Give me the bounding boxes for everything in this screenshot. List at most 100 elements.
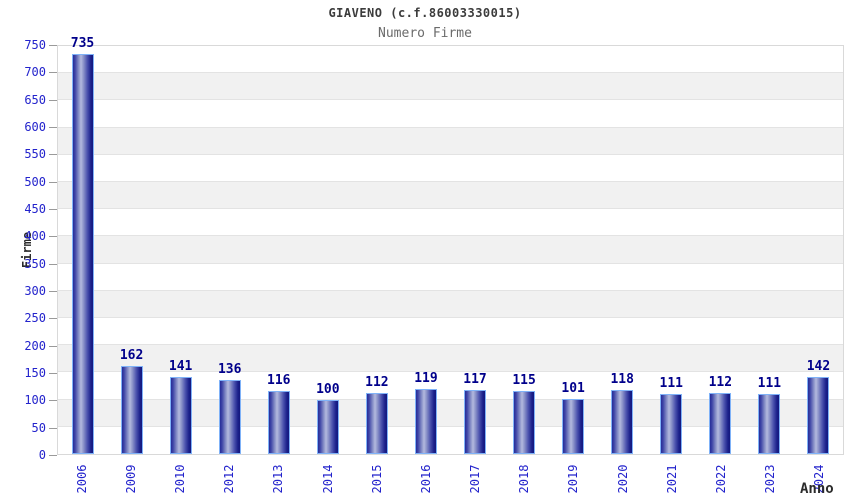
- x-tick-label: 2017: [468, 464, 483, 494]
- bar-value-label: 101: [561, 381, 585, 397]
- y-tick-mark: [49, 127, 57, 128]
- gridline: [58, 262, 843, 264]
- y-tick-label: 550: [24, 147, 46, 162]
- gridline: [58, 208, 843, 210]
- y-tick-label: 750: [24, 38, 46, 52]
- bar-2015: [365, 393, 388, 454]
- plot-area: 735 162 141 136 116 100 112 119 117 115 101 118 111 1…: [57, 36, 844, 455]
- y-tick-label: 400: [24, 229, 46, 244]
- y-tick-label: 700: [24, 65, 46, 80]
- bar-value-label: 116: [267, 372, 291, 388]
- x-tick-label: 2018: [517, 464, 532, 494]
- bar-2012: [218, 380, 241, 454]
- y-tick-label: 100: [24, 393, 46, 408]
- x-tick-label: 2023: [763, 464, 778, 494]
- bar-2020: [611, 389, 634, 454]
- bar-2017: [464, 390, 487, 454]
- y-tick-mark: [49, 455, 57, 456]
- y-tick-mark: [49, 209, 57, 210]
- y-tick-mark: [49, 72, 57, 74]
- y-tick-label: 350: [24, 256, 46, 271]
- bar-2023: [758, 393, 781, 454]
- bar-2009: [120, 365, 143, 454]
- y-tick-label: 0: [38, 448, 46, 462]
- chart-title: GIAVENO (c.f.86003330015): [328, 6, 522, 20]
- y-tick-label: 650: [24, 92, 46, 107]
- x-tick-label: 2014: [320, 464, 335, 494]
- y-tick-mark: [49, 373, 57, 374]
- x-tick-label: 2010: [172, 464, 187, 494]
- bar-2019: [562, 399, 585, 454]
- y-tick-mark: [49, 318, 57, 320]
- bar-value-label: 112: [365, 375, 389, 391]
- y-tick-mark: [49, 181, 57, 183]
- x-tick-label: 2009: [123, 464, 138, 494]
- plot-band: [58, 182, 843, 210]
- chart-subtitle: Numero Firme: [378, 26, 472, 41]
- bar-value-label: 111: [659, 375, 684, 391]
- gridline: [58, 126, 843, 128]
- plot-band: [58, 290, 843, 319]
- y-tick-label: 500: [24, 174, 46, 189]
- bar-2013: [267, 390, 290, 454]
- bar-value-label: 162: [119, 347, 144, 363]
- plot-band: [58, 46, 843, 74]
- y-tick-mark: [49, 291, 57, 292]
- x-tick-label: 2022: [714, 464, 729, 494]
- plot-band: [58, 209, 843, 237]
- bar-value-label: 118: [610, 371, 634, 387]
- bar-2018: [513, 391, 536, 454]
- y-tick-label: 300: [24, 284, 46, 298]
- bar-value-label: 119: [414, 371, 438, 387]
- bar-value-label: 111: [757, 375, 782, 391]
- y-tick-mark: [49, 45, 57, 46]
- x-tick-label: 2015: [369, 464, 384, 494]
- bar-value-label: 142: [806, 358, 831, 374]
- plot-band: [58, 73, 843, 101]
- gridline: [58, 317, 843, 319]
- y-tick-mark: [49, 236, 57, 238]
- gridline: [58, 181, 843, 183]
- bar-2024: [807, 376, 830, 454]
- bar-value-label: 112: [708, 375, 733, 391]
- bar-2016: [414, 389, 437, 454]
- gridline: [58, 153, 843, 155]
- bar-value-label: 115: [512, 373, 536, 389]
- x-tick-label: 2021: [664, 464, 679, 494]
- plot-band: [58, 318, 843, 346]
- x-tick-label: 2020: [615, 464, 630, 494]
- x-tick-label: 2006: [74, 464, 89, 494]
- plot-band: [58, 236, 843, 264]
- y-tick-label: 200: [24, 338, 46, 353]
- x-tick-label: 2013: [271, 464, 286, 494]
- bar-value-label: 117: [463, 372, 487, 388]
- bar-2010: [169, 377, 192, 454]
- bar-2022: [709, 393, 732, 454]
- gridline: [58, 235, 843, 237]
- y-tick-mark: [49, 427, 57, 429]
- gridline: [58, 344, 843, 346]
- y-tick-mark: [49, 99, 57, 101]
- y-tick-label: 450: [24, 202, 46, 216]
- bar-2014: [316, 399, 339, 454]
- plot-band: [58, 263, 843, 291]
- x-axis-title: Anno: [800, 481, 834, 497]
- x-tick-label: 2016: [418, 464, 433, 494]
- bar-2006: [71, 54, 94, 454]
- y-tick-label: 600: [24, 120, 46, 134]
- y-tick-mark: [49, 263, 57, 265]
- x-tick-label: 2019: [566, 464, 581, 494]
- y-tick-label: 150: [24, 366, 46, 380]
- y-tick-mark: [49, 154, 57, 156]
- x-tick-label: 2012: [222, 464, 237, 494]
- bar-value-label: 735: [70, 36, 95, 52]
- gridline: [58, 99, 843, 101]
- y-tick-label: 250: [24, 311, 46, 326]
- y-tick-mark: [49, 345, 57, 347]
- plot-band: [58, 100, 843, 128]
- y-tick-label: 50: [31, 420, 46, 435]
- bar-2021: [660, 393, 683, 454]
- gridline: [58, 289, 843, 291]
- bar-value-label: 141: [168, 359, 193, 375]
